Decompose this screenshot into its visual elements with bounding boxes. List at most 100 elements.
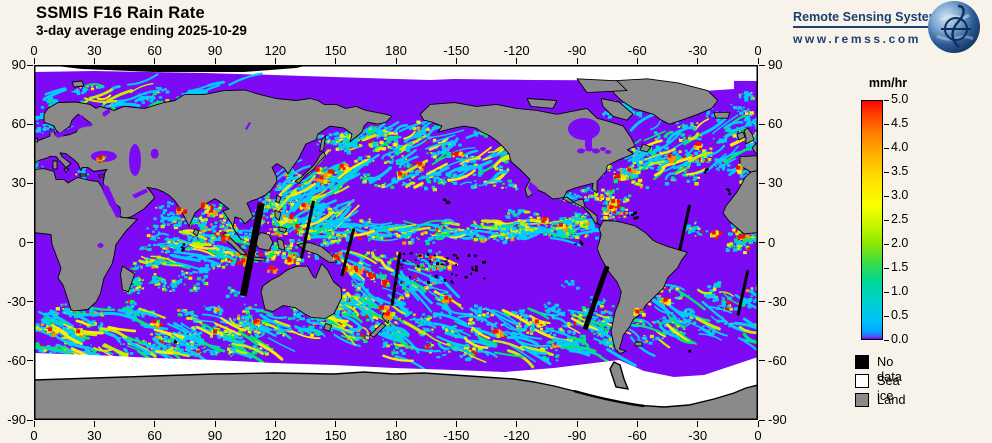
lon-tick-bottom <box>93 421 95 427</box>
lat-tick-label-left: 0 <box>18 234 26 250</box>
rain-rate-colorbar <box>861 100 883 340</box>
colorbar-tick-label: 4.5 <box>891 116 909 130</box>
lon-tick-bottom <box>636 421 638 427</box>
lat-tick-left <box>27 360 33 362</box>
lon-tick-label-bottom: -90 <box>567 428 587 443</box>
colorbar-tick <box>884 339 889 341</box>
lat-tick-label-left: -90 <box>7 412 26 427</box>
lat-tick-label-right: 90 <box>768 57 783 72</box>
lon-tick-bottom <box>274 421 276 427</box>
lat-tick-label-right: 60 <box>768 116 783 132</box>
lat-tick-left <box>27 64 33 66</box>
colorbar-tick <box>884 243 889 245</box>
lat-tick-right <box>759 360 765 362</box>
colorbar-tick <box>884 99 889 101</box>
remss-brand-text: Remote Sensing Systems <box>793 10 947 28</box>
lat-tick-label-left: -30 <box>7 293 26 309</box>
lon-tick-label-top: -120 <box>503 43 530 58</box>
lon-tick-label-top: 120 <box>264 43 287 58</box>
lat-tick-right <box>759 182 765 184</box>
lon-tick-label-bottom: 30 <box>87 428 102 443</box>
lat-tick-right <box>759 123 765 125</box>
page-subtitle: 3-day average ending 2025-10-29 <box>36 23 247 38</box>
lon-tick-label-top: -60 <box>627 43 647 58</box>
lon-tick-top <box>154 58 156 64</box>
colorbar-tick-label: 3.0 <box>891 188 909 202</box>
lon-tick-label-bottom: 120 <box>264 428 287 443</box>
colorbar-tick <box>884 147 889 149</box>
lon-tick-label-top: 30 <box>87 43 102 58</box>
lon-tick-bottom <box>455 421 457 427</box>
colorbar-tick-label: 0.5 <box>891 308 909 322</box>
lon-tick-top <box>697 58 699 64</box>
lon-tick-label-top: 90 <box>207 43 223 58</box>
lat-tick-label-left: 90 <box>11 57 26 72</box>
legend-label: Sea ice <box>877 373 900 403</box>
legend-swatch <box>855 393 869 407</box>
lon-tick-label-top: -90 <box>567 43 587 58</box>
lon-tick-label-bottom: 60 <box>147 428 162 443</box>
lat-tick-right <box>759 242 765 243</box>
lon-tick-label-bottom: -150 <box>443 428 470 443</box>
lon-tick-label-bottom: 180 <box>385 428 407 443</box>
lon-tick-label-top: 180 <box>385 43 407 58</box>
lon-tick-label-top: -150 <box>443 43 470 58</box>
colorbar-tick <box>884 267 889 269</box>
legend-label: No data <box>877 354 902 384</box>
colorbar-tick-label: 2.5 <box>891 212 909 226</box>
lat-tick-label-left: 60 <box>11 116 26 132</box>
lat-tick-right <box>759 301 765 303</box>
lon-tick-label-top: 60 <box>147 43 162 58</box>
legend-swatch <box>855 374 869 388</box>
lat-tick-left <box>27 242 33 243</box>
lon-tick-label-top: 0 <box>754 43 762 58</box>
page-title: SSMIS F16 Rain Rate <box>36 4 205 22</box>
lat-tick-label-right: -30 <box>768 293 787 309</box>
lat-tick-left <box>27 182 33 184</box>
lat-tick-label-right: -60 <box>768 352 787 368</box>
lon-tick-bottom <box>697 421 699 427</box>
colorbar-tick-label: 4.0 <box>891 140 909 154</box>
lon-tick-label-top: 0 <box>30 43 38 58</box>
lat-tick-left <box>27 123 33 125</box>
colorbar-tick-label: 5.0 <box>891 92 909 106</box>
lon-tick-top <box>395 58 397 64</box>
lon-tick-label-top: -30 <box>688 43 708 58</box>
colorbar-tick <box>884 291 889 293</box>
lon-tick-top <box>214 58 216 64</box>
lat-tick-label-left: -60 <box>7 352 26 368</box>
lon-tick-top <box>274 58 276 64</box>
lat-tick-left <box>27 419 33 421</box>
colorbar-tick <box>884 195 889 197</box>
lat-tick-label-right: 0 <box>768 234 776 250</box>
lon-tick-bottom <box>757 421 759 427</box>
legend-label: Land <box>877 392 906 407</box>
legend-swatch <box>855 355 869 369</box>
colorbar-tick <box>884 123 889 125</box>
lon-tick-top <box>33 58 35 64</box>
colorbar-tick <box>884 171 889 173</box>
earth-globe-icon <box>928 1 980 53</box>
world-rain-map <box>33 65 784 421</box>
lat-tick-label-right: -90 <box>768 412 787 427</box>
lon-tick-label-bottom: 0 <box>30 428 38 443</box>
lon-tick-top <box>576 58 578 64</box>
lon-tick-label-bottom: -30 <box>688 428 708 443</box>
colorbar-tick-label: 3.5 <box>891 164 909 178</box>
remss-url-link[interactable]: www.remss.com <box>793 32 922 46</box>
colorbar-tick-label: 1.0 <box>891 284 909 298</box>
lon-tick-top <box>757 58 759 64</box>
lon-tick-label-bottom: -120 <box>503 428 530 443</box>
lon-tick-top <box>636 58 638 64</box>
lon-tick-bottom <box>214 421 216 427</box>
lat-tick-right <box>759 64 765 66</box>
lat-tick-label-right: 30 <box>768 175 783 191</box>
lon-tick-bottom <box>154 421 156 427</box>
lon-tick-label-top: 150 <box>324 43 347 58</box>
lon-tick-top <box>93 58 95 64</box>
remss-logo: Remote Sensing Systems www.remss.com <box>793 8 992 46</box>
lon-tick-bottom <box>516 421 518 427</box>
colorbar-tick-label: 2.0 <box>891 236 909 250</box>
map-canvas <box>33 65 784 421</box>
